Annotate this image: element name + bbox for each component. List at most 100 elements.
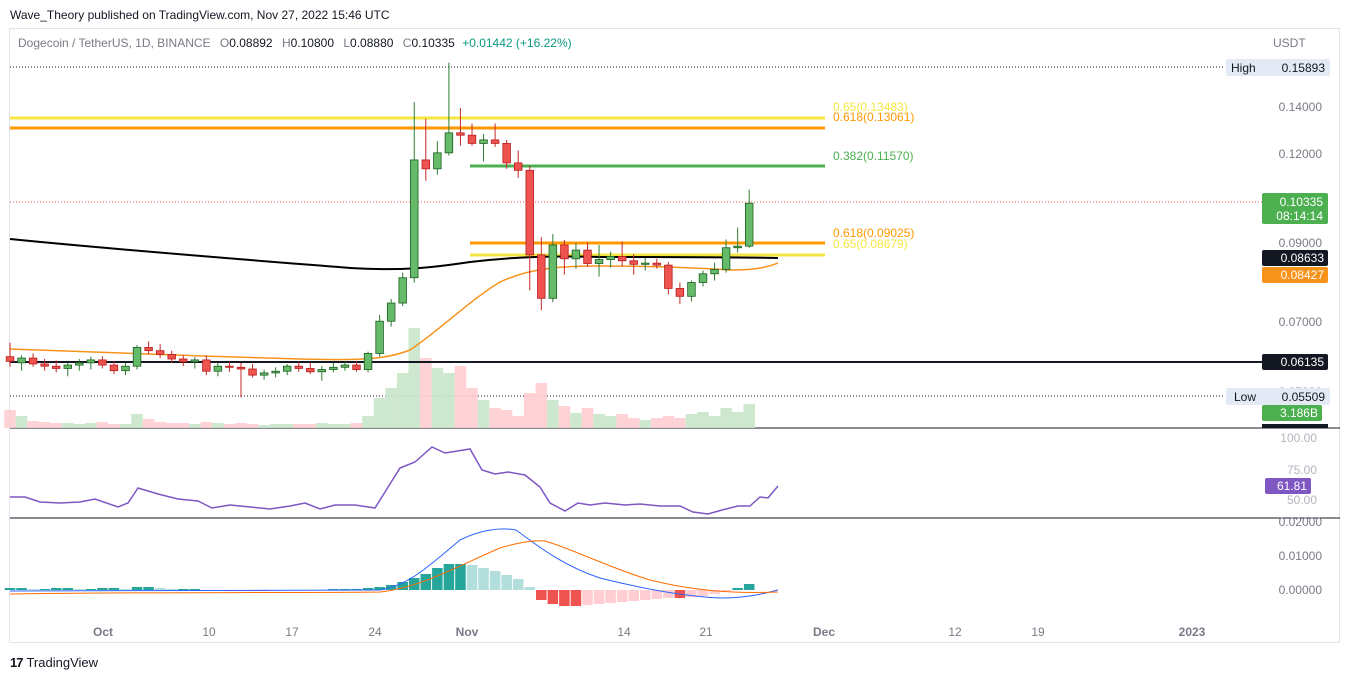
candle-body <box>271 370 280 374</box>
symbol-legend: Dogecoin / TetherUS, 1D, BINANCE O0.0889… <box>18 36 572 50</box>
candle-body <box>329 366 338 370</box>
rsi-tick-label: 75.00 <box>1287 463 1317 477</box>
macd-hist-bar <box>397 582 408 590</box>
volume-bar <box>604 416 617 428</box>
candle-body <box>155 350 165 355</box>
symbol-name[interactable]: Dogecoin / TetherUS, 1D, BINANCE <box>18 36 211 50</box>
macd-hist-bar <box>27 589 39 590</box>
volume-bar <box>269 424 282 428</box>
candle-body <box>502 143 511 164</box>
volume-bar <box>512 416 524 428</box>
publisher-line: Wave_Theory published on TradingView.com… <box>10 8 390 22</box>
time-axis-label: 19 <box>1031 625 1045 639</box>
candle-body <box>537 254 546 299</box>
volume-bar <box>662 416 675 428</box>
volume-bar <box>627 418 640 428</box>
macd-hist-bar <box>362 588 374 590</box>
macd-hist-bar <box>189 589 201 590</box>
candle-body <box>479 139 488 144</box>
candle-body <box>745 202 754 247</box>
candle-body <box>259 372 269 376</box>
macd-hist-bar <box>639 590 651 600</box>
candle-body <box>121 365 130 372</box>
volume-bar <box>443 373 455 428</box>
macd-hist-bar <box>663 590 674 598</box>
support-price-tag-bg <box>1262 354 1328 370</box>
macd-hist-bar <box>697 590 709 596</box>
volume-area <box>4 328 755 428</box>
volume-bar <box>708 416 721 428</box>
candle-body <box>340 364 350 368</box>
macd-hist-bar <box>328 589 339 590</box>
candle-body <box>583 249 592 264</box>
candle-body <box>386 302 396 322</box>
volume-bar <box>396 373 409 428</box>
open-label: O <box>219 36 230 50</box>
macd-tick-label: 0.02000 <box>1279 515 1323 529</box>
macd-tick-label: 0.01000 <box>1279 549 1323 563</box>
macd-hist-bar <box>582 590 593 605</box>
macd-hist-bar <box>466 565 478 590</box>
candle-body <box>514 162 523 171</box>
candle-body <box>710 269 719 275</box>
high-label-tag: High 0.15893 <box>1226 59 1330 76</box>
candle-body <box>444 132 454 154</box>
candle-body <box>190 359 199 363</box>
macd-hist-bar <box>593 590 605 604</box>
ma-orange-price-tag-bg <box>1262 267 1328 283</box>
candle-body <box>421 159 430 170</box>
volume-bar <box>154 422 166 428</box>
macd-hist-bar <box>720 590 732 592</box>
volume-bar <box>547 400 559 428</box>
candle-body <box>63 364 72 369</box>
rsi-line <box>10 446 779 515</box>
macd-hist-bar <box>166 589 177 590</box>
candle-body <box>641 262 650 265</box>
volume-tag: 3.186B <box>1262 405 1322 421</box>
candle-body <box>433 152 442 170</box>
volume-bar <box>420 358 432 428</box>
candle-body <box>236 366 246 370</box>
volume-bar <box>581 408 594 428</box>
macd-hist-bar <box>605 590 616 603</box>
candle-body <box>282 365 292 372</box>
low-label-tag: Low 0.05509 <box>1226 388 1330 405</box>
macd-tick-label: 0.00000 <box>1279 583 1323 597</box>
macd-hist-bar <box>16 588 27 590</box>
candle-body <box>594 259 604 264</box>
volume-bar <box>362 416 374 428</box>
candle-body <box>617 256 627 262</box>
rsi-tag-text: 61.81 <box>1277 479 1307 493</box>
volume-bar <box>327 424 340 428</box>
candle-body <box>294 365 303 369</box>
volume-tag-text: 3.186B <box>1280 406 1318 420</box>
volume-bar <box>38 422 51 428</box>
macd-hist-bar <box>616 590 628 602</box>
volume-bar <box>189 424 201 428</box>
volume-bar <box>258 425 270 428</box>
macd-hist-bar <box>443 564 455 590</box>
rsi-value-tag: 61.81 <box>1265 478 1311 494</box>
ma200-price-tag-bg <box>1262 250 1328 266</box>
volume-bar <box>200 422 213 428</box>
tradingview-logo[interactable]: 17 TradingView <box>10 655 98 670</box>
candle-body <box>306 368 315 373</box>
currency-label[interactable]: USDT <box>1273 36 1306 50</box>
fib-label: 0.382(0.11570) <box>833 149 914 163</box>
volume-bar <box>674 418 686 428</box>
candle-body <box>75 362 84 366</box>
fib-label: 0.618(0.09025) <box>833 226 914 240</box>
ma-orange-price-tag: 0.08427 <box>1262 267 1328 283</box>
candle-body <box>5 356 15 362</box>
volume-bar <box>235 423 247 428</box>
candle-body <box>317 369 327 373</box>
volume-bar <box>316 423 328 428</box>
volume-bar <box>651 418 663 428</box>
ma200-line <box>9 238 779 271</box>
volume-bar <box>246 424 259 428</box>
macd-hist-bar <box>74 589 85 590</box>
high-tag-bg <box>1226 59 1330 76</box>
price-tick-label: 0.07000 <box>1279 315 1323 329</box>
volume-bar <box>373 398 386 428</box>
